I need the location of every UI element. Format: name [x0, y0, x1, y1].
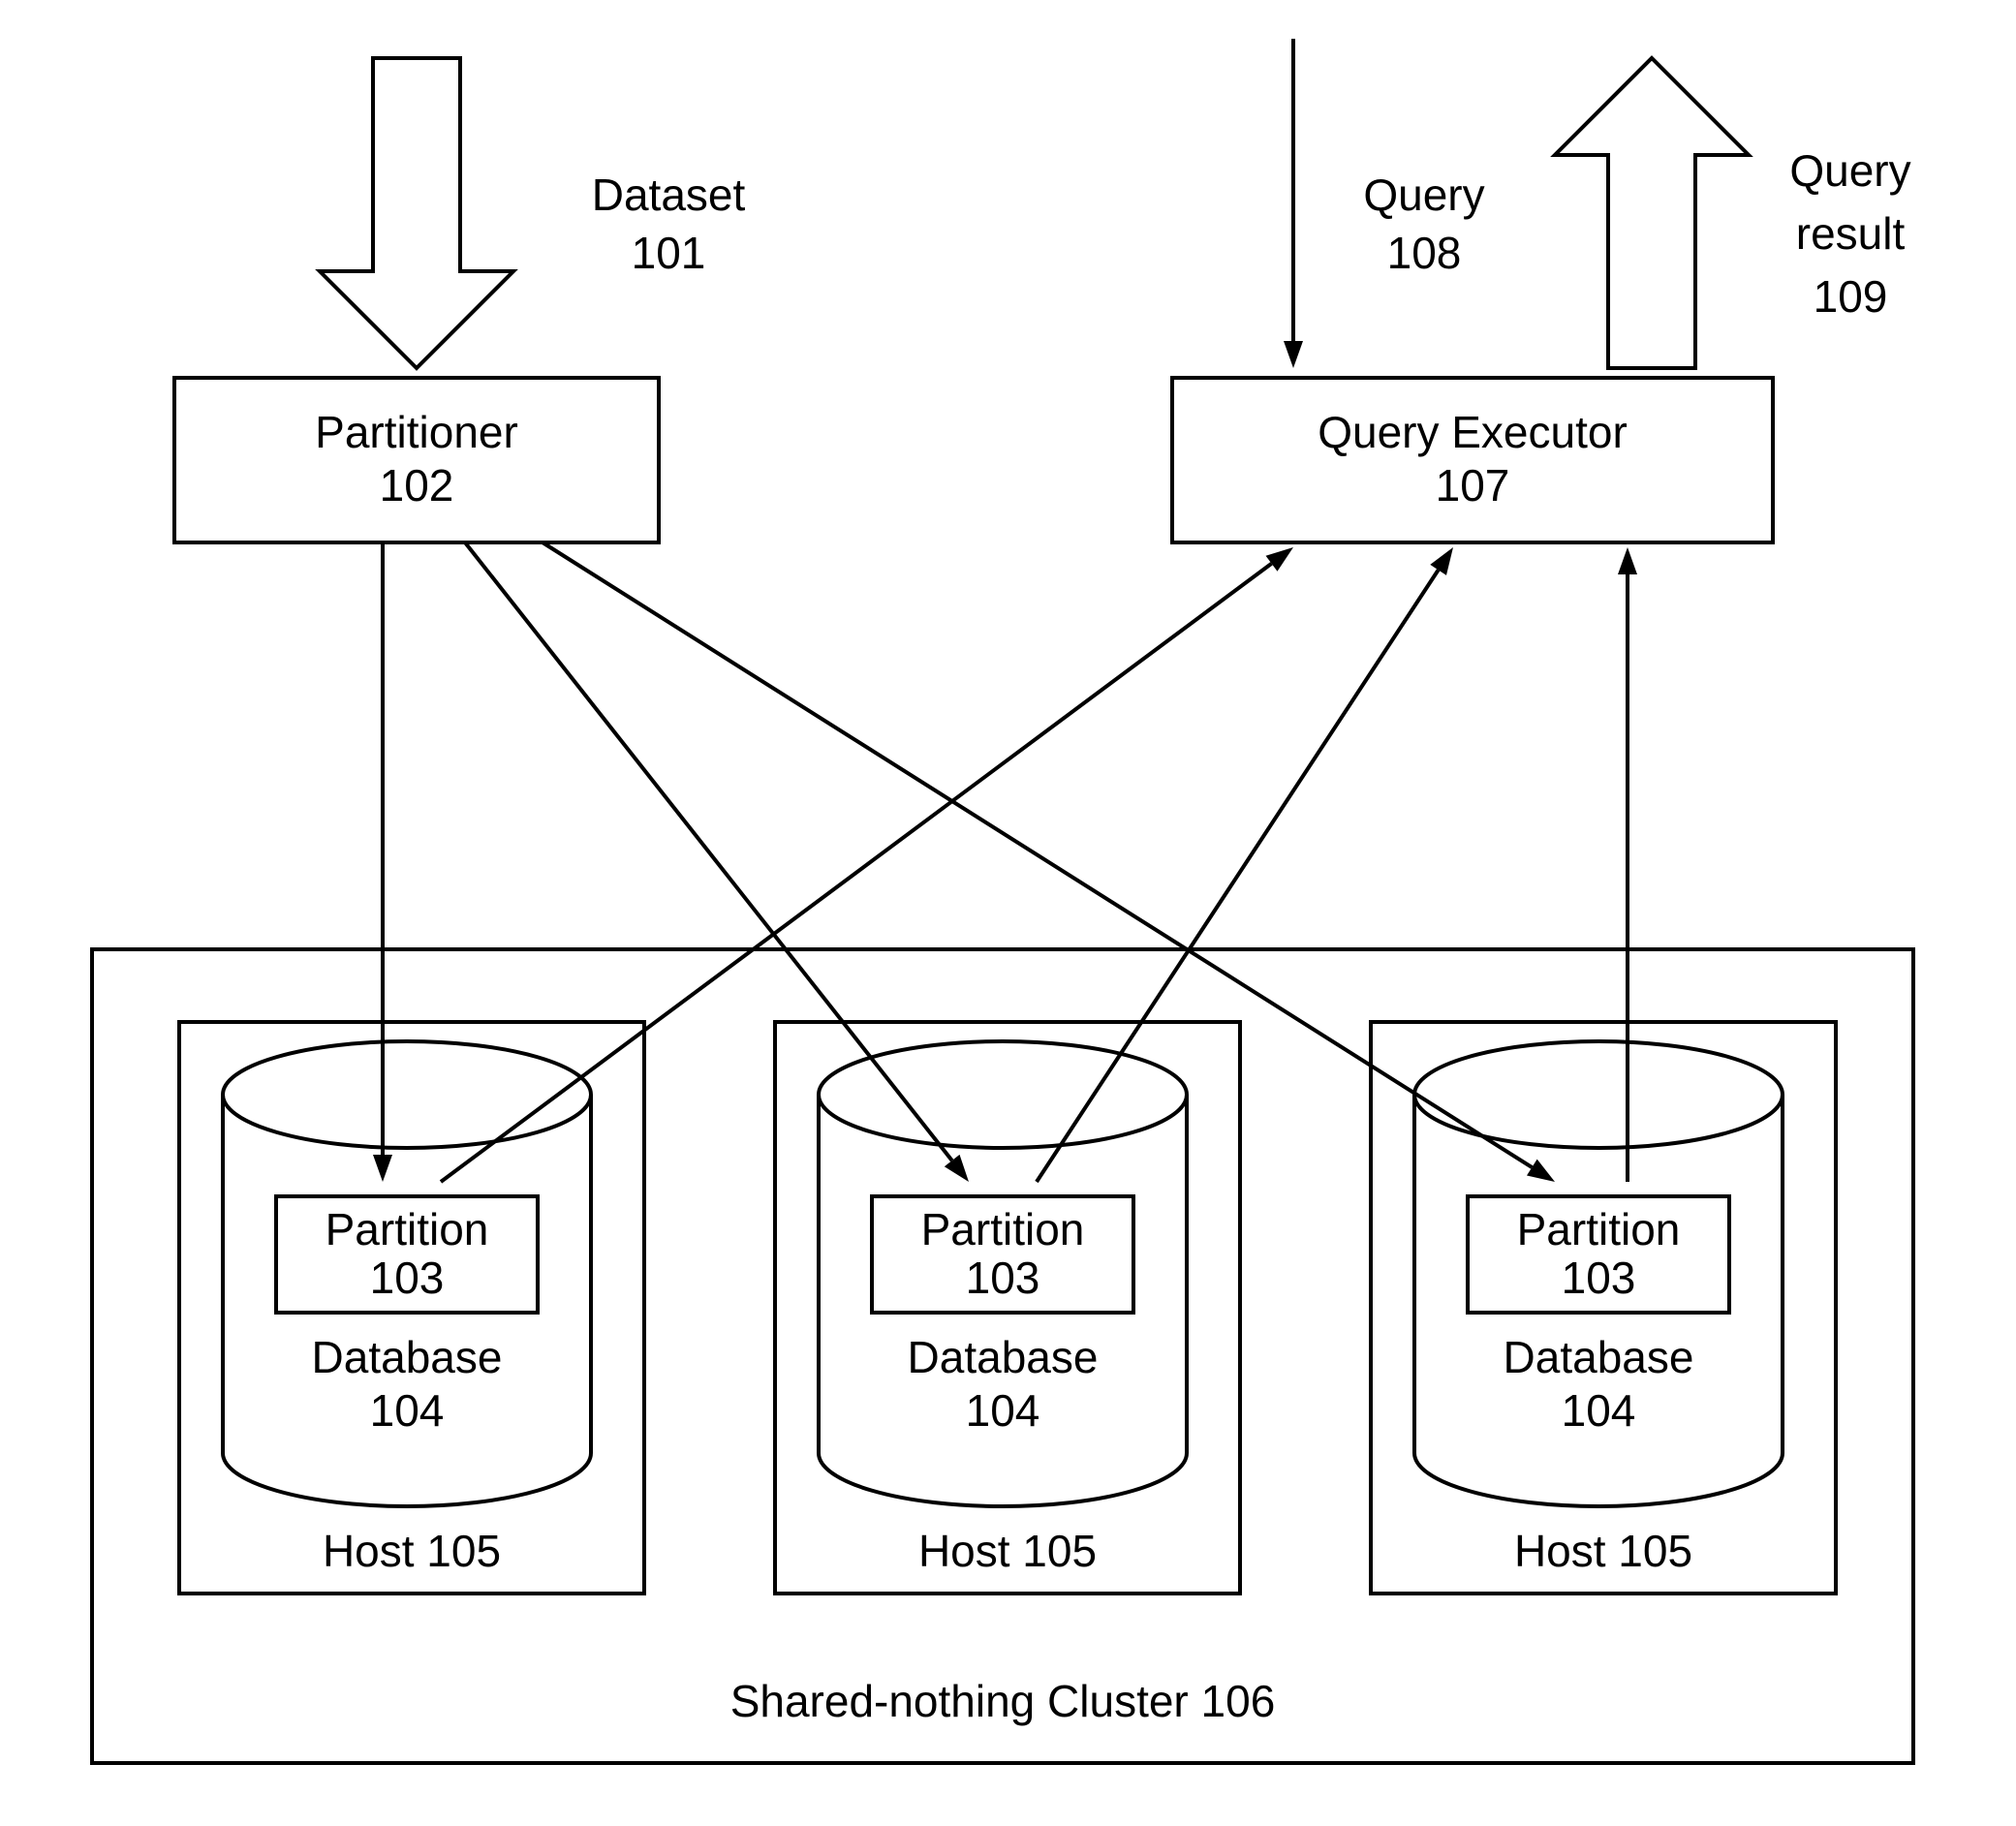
database-num-3: 104	[1562, 1385, 1636, 1436]
host-label-3: Host 105	[1514, 1526, 1692, 1576]
database-num-2: 104	[966, 1385, 1040, 1436]
database-num-1: 104	[370, 1385, 445, 1436]
query-result-out-arrow	[1555, 58, 1749, 368]
query-executor-num: 107	[1436, 460, 1510, 511]
partitioner-num: 102	[380, 460, 454, 511]
partition-num-2: 103	[966, 1253, 1040, 1303]
dataset-label: Dataset	[592, 170, 746, 220]
dataset-in-arrow	[320, 58, 513, 368]
h2-to-qe	[1037, 547, 1453, 1182]
query-in-arrow	[1284, 39, 1303, 368]
cluster-label: Shared-nothing Cluster 106	[730, 1676, 1276, 1726]
database-label-2: Database	[908, 1332, 1099, 1382]
result-label-1: Query	[1789, 145, 1910, 196]
host-label-2: Host 105	[918, 1526, 1097, 1576]
partition-label-3: Partition	[1517, 1204, 1681, 1254]
dataset-num: 101	[632, 228, 706, 278]
partition-label-1: Partition	[326, 1204, 489, 1254]
query-num: 108	[1387, 228, 1462, 278]
result-label-2: result	[1796, 208, 1906, 259]
result-num: 109	[1814, 271, 1888, 322]
query-executor-label: Query Executor	[1318, 407, 1628, 457]
database-label-1: Database	[312, 1332, 503, 1382]
query-label: Query	[1363, 170, 1484, 220]
partition-num-3: 103	[1562, 1253, 1636, 1303]
partition-label-2: Partition	[921, 1204, 1085, 1254]
partitioner-label: Partitioner	[315, 407, 518, 457]
host-label-1: Host 105	[323, 1526, 501, 1576]
partition-num-1: 103	[370, 1253, 445, 1303]
database-label-3: Database	[1504, 1332, 1694, 1382]
